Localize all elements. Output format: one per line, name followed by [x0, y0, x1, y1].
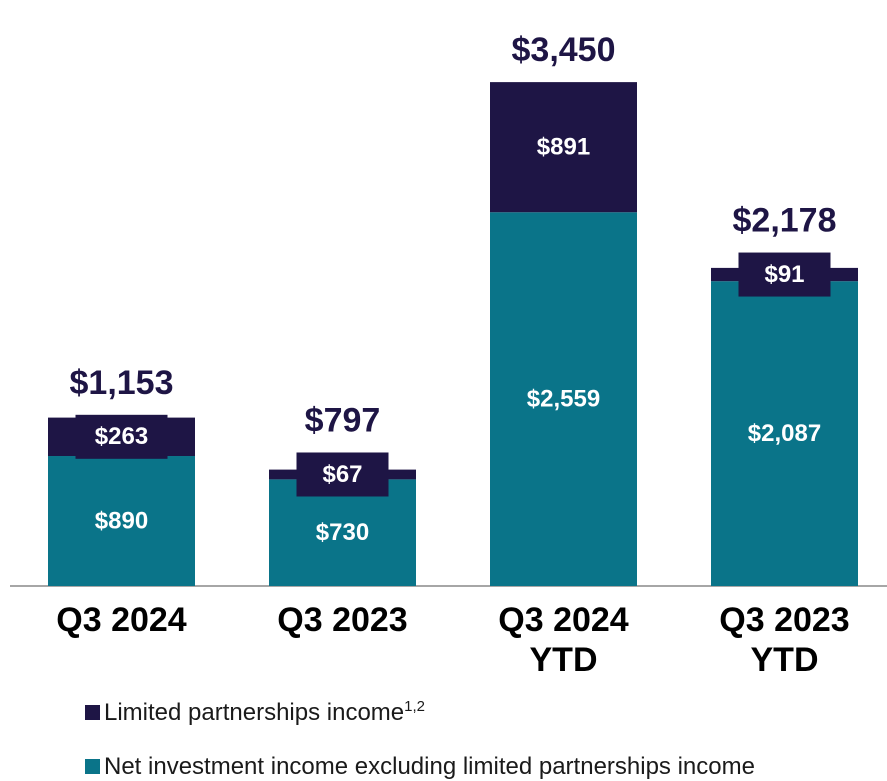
bar-segment	[490, 82, 637, 213]
value-label: $2,087	[748, 420, 821, 447]
legend-text: Limited partnerships income	[104, 699, 405, 726]
footnote-ref: 1,2	[404, 698, 425, 715]
label-box	[75, 414, 168, 459]
legend-entry: Limited partnerships income1,2	[85, 698, 425, 727]
legend-swatch	[85, 759, 100, 774]
total-label: $1,153	[70, 364, 174, 402]
value-label: $91	[764, 261, 804, 288]
x-tick-label: Q3 2023	[277, 601, 408, 639]
x-tick-label: Q3 2024	[56, 601, 187, 639]
legend-text: Net investment income excluding limited …	[104, 753, 755, 780]
x-tick-label: Q3 2023 YTD	[719, 601, 850, 679]
value-label: $891	[537, 134, 590, 161]
total-label: $3,450	[512, 31, 616, 69]
value-label: $2,559	[527, 385, 600, 412]
value-label: $263	[95, 423, 148, 450]
bar-segment	[711, 281, 858, 586]
legend-entry: Net investment income excluding limited …	[85, 753, 755, 781]
value-label: $67	[322, 461, 362, 488]
value-label: $730	[316, 519, 369, 546]
label-box	[296, 452, 389, 497]
total-label: $2,178	[733, 202, 837, 240]
x-tick-label: Q3 2024 YTD	[498, 601, 629, 679]
legend-swatch	[85, 705, 100, 720]
total-label: $797	[305, 401, 381, 439]
bar-segment	[48, 456, 195, 586]
bar-segment	[490, 212, 637, 586]
bar-segment	[269, 479, 416, 586]
label-box	[738, 252, 831, 297]
value-label: $890	[95, 507, 148, 534]
